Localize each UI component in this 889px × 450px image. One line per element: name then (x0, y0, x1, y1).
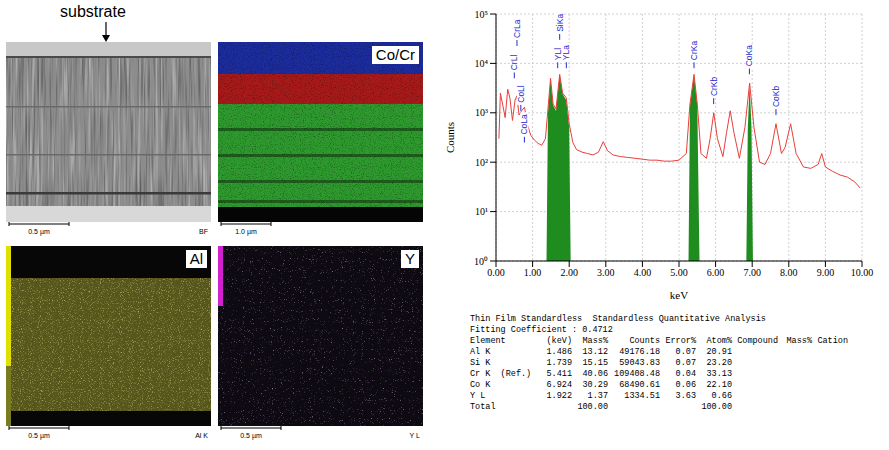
html-text:Si K: Si K (470, 358, 491, 368)
html-text:Cr K (Ref.): Cr K (Ref.) (470, 369, 532, 379)
html-text:1.37: 1.37 (587, 391, 608, 401)
svg-text:CoKa: CoKa (744, 45, 754, 67)
svg-text:10⁴: 10⁴ (475, 58, 489, 69)
svg-text:BF: BF (199, 228, 208, 235)
html-text:Mass%: Mass% (786, 336, 812, 346)
svg-text:10.00: 10.00 (851, 267, 874, 278)
html-text:20.91: 20.91 (706, 347, 732, 357)
html-text:Y L: Y L (470, 391, 486, 401)
html-text:1.922: 1.922 (546, 391, 572, 401)
svg-text:2.00: 2.00 (560, 267, 578, 278)
html-text:68490.61: 68490.61 (619, 380, 660, 390)
svg-text:CrKb: CrKb (709, 76, 719, 96)
svg-text:Al K: Al K (195, 432, 208, 439)
html-text:1334.51: 1334.51 (624, 391, 660, 401)
html-text:Total: Total (470, 402, 496, 412)
svg-text:YLa: YLa (561, 45, 571, 60)
svg-text:0.00: 0.00 (487, 267, 505, 278)
svg-text:0.5 µm: 0.5 µm (28, 228, 50, 236)
html-text:13.12: 13.12 (582, 347, 608, 357)
svg-text:0.5 µm: 0.5 µm (28, 432, 50, 440)
html-text:6.924: 6.924 (546, 380, 572, 390)
svg-text:CoLa: CoLa (519, 114, 529, 135)
html-text:22.10: 22.10 (706, 380, 732, 390)
html-text:0.04: 0.04 (675, 369, 696, 379)
html-text:59043.83: 59043.83 (619, 358, 660, 368)
svg-text:6.00: 6.00 (707, 267, 725, 278)
html-text:Atom%: Atom% (706, 336, 732, 346)
html-text:Error%: Error% (665, 336, 696, 346)
svg-text:8.00: 8.00 (780, 267, 798, 278)
html-text:0.06: 0.06 (675, 380, 696, 390)
html-text:Cation: Cation (817, 336, 848, 346)
html-text:Al K: Al K (470, 347, 491, 357)
html-text:100.00: 100.00 (701, 402, 732, 412)
svg-text:YLl: YLl (552, 47, 563, 61)
html-text:30.29: 30.29 (582, 380, 608, 390)
html-text:Co/Cr: Co/Cr (375, 46, 415, 63)
svg-text:10⁵: 10⁵ (475, 9, 489, 20)
html-text:49176.18: 49176.18 (619, 347, 660, 357)
html-text:0.07: 0.07 (675, 358, 696, 368)
svg-text:SiKa: SiKa (555, 14, 565, 32)
html-text:Fitting Coefficient : 0.4712: Fitting Coefficient : 0.4712 (470, 325, 613, 335)
html-text:Thin Film Standardless Standar: Thin Film Standardless Standardless Quan… (470, 314, 766, 324)
html-text:15.15: 15.15 (582, 358, 608, 368)
html-text:109408.48: 109408.48 (614, 369, 660, 379)
svg-text:CrLa: CrLa (512, 19, 522, 38)
svg-text:10²: 10² (475, 157, 488, 168)
html-text:100.00: 100.00 (577, 402, 608, 412)
svg-text:3.00: 3.00 (597, 267, 615, 278)
html-text:33.13: 33.13 (706, 369, 732, 379)
html-text:Element: Element (470, 336, 506, 346)
html-text:0.66: 0.66 (711, 391, 732, 401)
svg-text:10⁰: 10⁰ (474, 256, 488, 267)
html-text:1.739: 1.739 (546, 358, 572, 368)
svg-text:CoKb: CoKb (771, 86, 781, 108)
svg-text:Y L: Y L (410, 432, 420, 439)
svg-text:1.0 µm: 1.0 µm (235, 228, 257, 236)
svg-text:1.00: 1.00 (524, 267, 542, 278)
svg-text:keV: keV (670, 289, 688, 301)
html-text:substrate: substrate (60, 3, 126, 20)
svg-text:4.00: 4.00 (634, 267, 652, 278)
html-text:(keV): (keV) (546, 336, 572, 346)
html-text:Al: Al (189, 250, 203, 267)
html-text:3.63: 3.63 (675, 391, 696, 401)
svg-text:CrLl: CrLl (509, 55, 519, 71)
svg-text:10¹: 10¹ (475, 206, 488, 217)
svg-text:0.5 µm: 0.5 µm (240, 432, 262, 440)
svg-text:CrKa: CrKa (689, 41, 699, 61)
html-text:1.486: 1.486 (546, 347, 572, 357)
svg-text:9.00: 9.00 (817, 267, 835, 278)
svg-text:5.00: 5.00 (670, 267, 688, 278)
html-text:0.07: 0.07 (675, 347, 696, 357)
svg-text:Counts: Counts (444, 122, 456, 153)
html-text:40.06: 40.06 (582, 369, 608, 379)
html-text:23.20: 23.20 (706, 358, 732, 368)
html-text:Y: Y (405, 250, 415, 267)
html-text:Mass%: Mass% (582, 336, 608, 346)
svg-text:CoLl: CoLl (516, 85, 526, 103)
svg-text:7.00: 7.00 (743, 267, 761, 278)
html-text:Counts: Counts (629, 336, 660, 346)
html-text:Co K: Co K (470, 380, 491, 390)
html-text:Compound: Compound (737, 336, 778, 346)
html-text:5.411: 5.411 (546, 369, 572, 379)
svg-text:10³: 10³ (475, 107, 488, 118)
